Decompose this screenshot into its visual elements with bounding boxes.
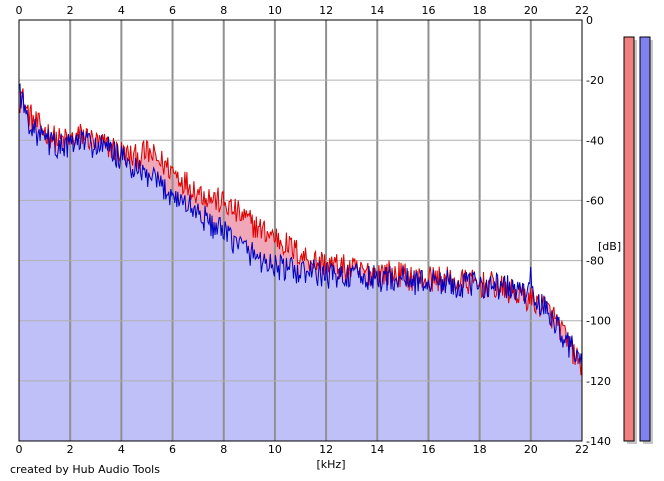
series-fill-2 (19, 84, 582, 442)
series-lines (18, 82, 583, 376)
x-tick-label-top: 18 (473, 4, 487, 17)
x-tick-label-bottom: 12 (319, 443, 333, 456)
series-line-2 (18, 82, 583, 365)
level-meter-1 (623, 36, 635, 442)
y-tick-label: -60 (586, 194, 604, 207)
x-tick-label-top: 6 (169, 4, 176, 17)
grid-lines (19, 20, 582, 441)
x-tick-label-bottom: 18 (473, 443, 487, 456)
y-tick-label: 0 (586, 14, 593, 27)
x-tick-label-top: 16 (421, 4, 435, 17)
x-tick-label-top: 0 (16, 4, 23, 17)
x-tick-label-bottom: 4 (118, 443, 125, 456)
x-tick-label-bottom: 22 (575, 443, 589, 456)
credit-text: created by Hub Audio Tools (10, 463, 160, 476)
y-tick-label: -20 (586, 74, 604, 87)
x-tick-label-bottom: 14 (370, 443, 384, 456)
y-tick-label: -80 (586, 255, 604, 268)
series-fills (19, 84, 582, 442)
x-tick-label-bottom: 8 (220, 443, 227, 456)
x-tick-label-top: 20 (524, 4, 538, 17)
x-tick-label-bottom: 6 (169, 443, 176, 456)
x-tick-label-bottom: 16 (421, 443, 435, 456)
y-tick-label: -120 (586, 375, 611, 388)
x-tick-label-top: 22 (575, 4, 589, 17)
x-tick-label-bottom: 10 (268, 443, 282, 456)
y-tick-label: -40 (586, 134, 604, 147)
series-line-1 (18, 88, 583, 376)
plot-frame (18, 19, 583, 442)
x-tick-label-bottom: 2 (67, 443, 74, 456)
x-tick-label-top: 10 (268, 4, 282, 17)
x-tick-label-top: 12 (319, 4, 333, 17)
tick-labels: 002244668810101212141416161818202022220-… (16, 4, 611, 456)
x-axis-label: [kHz] (317, 458, 346, 471)
level-meter-2 (639, 36, 651, 442)
level-meters (623, 36, 653, 444)
y-axis-label: [dB] (598, 240, 621, 253)
y-tick-label: -100 (586, 315, 611, 328)
x-tick-label-bottom: 0 (16, 443, 23, 456)
y-tick-label: -140 (586, 435, 611, 448)
x-tick-label-top: 2 (67, 4, 74, 17)
x-tick-label-top: 14 (370, 4, 384, 17)
x-tick-label-bottom: 20 (524, 443, 538, 456)
x-tick-label-top: 8 (220, 4, 227, 17)
x-tick-label-top: 4 (118, 4, 125, 17)
